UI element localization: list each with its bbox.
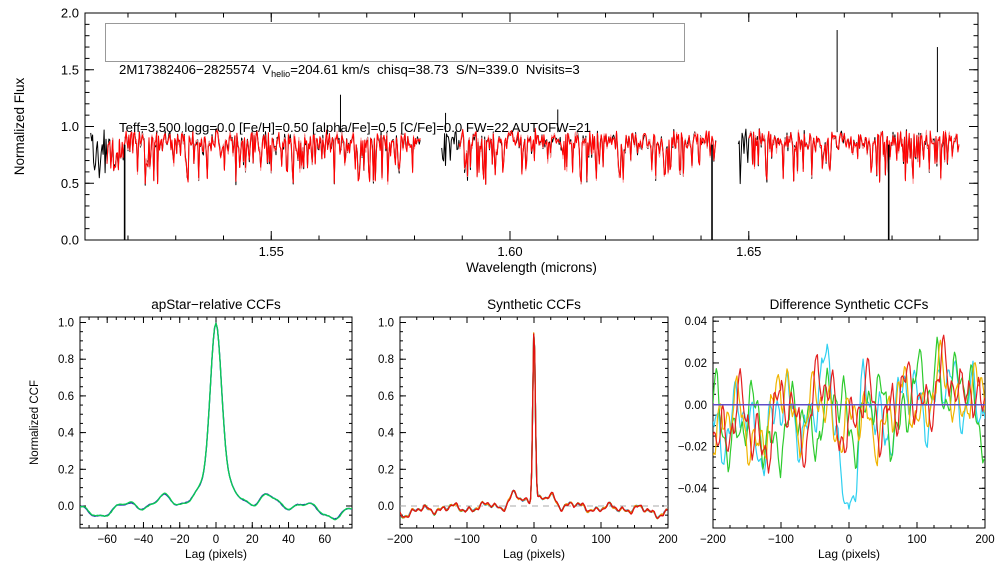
y-tick-label: 0.4: [378, 428, 395, 440]
difference-ccf-xlabel: Lag (pixels): [818, 547, 880, 561]
x-tick-label: 0: [213, 534, 219, 546]
series-ccf-green: [80, 322, 352, 521]
series-best-fit-synthetic: [748, 128, 960, 183]
apstar-ccf-ylabel: Normalized CCF: [29, 380, 41, 465]
difference-ccf-series: [713, 334, 985, 510]
y-tick-label: 0.0: [58, 501, 74, 513]
spectrum-xlabel: Wavelength (microns): [466, 260, 597, 275]
y-tick-label: 0.6: [378, 391, 394, 403]
x-tick-label: 0: [531, 534, 537, 546]
synthetic-ccf-title: Synthetic CCFs: [487, 297, 581, 312]
y-tick-label: 0.04: [685, 316, 708, 328]
y-tick-label: 0.8: [378, 354, 394, 366]
y-tick-label: 1.0: [61, 119, 79, 134]
y-tick-label: 0.4: [58, 428, 75, 440]
synthetic-ccf-tick-labels: −200 −100 0 100 200 0.0 0.2 0.4 0.6 0.8 1.0: [378, 318, 678, 546]
series-visit-spectrum: [748, 129, 960, 184]
star-id-and-vhelio: 2M17382406−2825574 V: [119, 62, 272, 77]
series-diff-green: [713, 336, 985, 479]
x-tick-label: −100: [768, 534, 794, 546]
apstar-ccf-xlabel: Lag (pixels): [185, 547, 247, 561]
y-tick-label: 0.2: [58, 464, 74, 476]
y-tick-label: 1.5: [61, 62, 79, 77]
synthetic-ccf-xlabel: Lag (pixels): [503, 547, 565, 561]
synthetic-ccf-panel: −200 −100 0 100 200 0.0 0.2 0.4 0.6 0.8 1.0 Synthet…: [378, 297, 678, 561]
x-tick-label: 100: [591, 534, 610, 546]
spectrum-tick-labels: 1.55 1.60 1.65 0.0 0.5 1.0 1.5 2.0: [61, 6, 762, 259]
spectrum-series: [90, 30, 960, 240]
series-ccf-cyan: [80, 322, 352, 521]
x-tick-label: 1.60: [497, 244, 522, 259]
spectrum-panel: 1.55 1.60 1.65 0.0 0.5 1.0 1.5 2.0 Wavelength (m…: [12, 6, 979, 275]
x-tick-label: −20: [170, 534, 190, 546]
y-tick-label: 0.5: [61, 176, 79, 191]
spectrum-info-line2: Teff=3,500 logg=0.0 [Fe/H]=0.50 [alpha/F…: [119, 120, 591, 135]
spectrum-info-box: 2M17382406−2825574 Vhelio=204.61 km/s ch…: [105, 23, 685, 135]
y-tick-label: −0.04: [678, 483, 708, 495]
difference-ccf-panel: −200 −100 0 100 200 −0.04 −0.02 0.00 0.02 0.04 Dif…: [678, 297, 995, 561]
fit-stats: =204.61 km/s chisq=38.73 S/N=339.0 Nvisi…: [290, 62, 580, 77]
x-tick-label: 200: [658, 534, 677, 546]
series-diff-red: [713, 334, 985, 474]
series-diff-cyan: [713, 343, 985, 510]
y-tick-label: 1.0: [378, 318, 394, 330]
apstar-ccf-title: apStar−relative CCFs: [151, 297, 281, 312]
y-tick-label: 0.6: [58, 391, 74, 403]
series-best-fit-synthetic: [106, 129, 421, 185]
difference-ccf-title: Difference Synthetic CCFs: [770, 297, 929, 312]
synthetic-ccf-series: [400, 332, 668, 520]
x-tick-label: 20: [246, 534, 259, 546]
series-ccf-blue: [80, 322, 352, 520]
x-tick-label: 1.55: [259, 244, 284, 259]
y-tick-label: 1.0: [58, 318, 74, 330]
apstar-ccf-frame: [79, 316, 353, 529]
x-tick-label: 100: [907, 534, 926, 546]
y-tick-label: 2.0: [61, 6, 79, 21]
x-tick-label: 200: [975, 534, 994, 546]
x-tick-label: −40: [134, 534, 154, 546]
y-tick-label: 0.00: [685, 400, 707, 412]
difference-ccf-tick-labels: −200 −100 0 100 200 −0.04 −0.02 0.00 0.02 0.04: [678, 316, 995, 546]
y-tick-label: −0.02: [678, 442, 707, 454]
x-tick-label: −100: [454, 534, 480, 546]
x-tick-label: 60: [318, 534, 331, 546]
series-best-fit-synthetic: [458, 128, 717, 185]
series-diff-gold: [713, 339, 985, 467]
apstar-ccf-tick-labels: −60 −40 −20 0 20 40 60 0.0 0.2 0.4 0.6 0.8 1.0: [58, 318, 331, 546]
x-tick-label: −200: [700, 534, 726, 546]
x-tick-label: 40: [282, 534, 295, 546]
x-tick-label: 1.65: [736, 244, 761, 259]
spectrum-info-line1: 2M17382406−2825574 Vhelio=204.61 km/s ch…: [119, 61, 684, 83]
spectrum-ylabel: Normalized Flux: [12, 77, 27, 175]
apstar-ccf-series: [80, 322, 352, 521]
apstar-ccf-axes: [79, 317, 353, 528]
x-tick-label: −200: [387, 534, 413, 546]
series-ccf-red: [400, 333, 668, 519]
apstar-ccf-panel: −60 −40 −20 0 20 40 60 0.0 0.2 0.4 0.6 0.8 1.0 apStar…: [29, 297, 353, 561]
vhelio-subscript: helio: [271, 69, 291, 79]
x-tick-label: −60: [97, 534, 117, 546]
y-tick-label: 0.2: [378, 464, 394, 476]
y-tick-label: 0.8: [58, 354, 74, 366]
y-tick-label: 0.0: [61, 233, 79, 248]
y-tick-label: 0.02: [685, 358, 707, 370]
spectrum-axes: [85, 12, 978, 241]
x-tick-label: 0: [846, 534, 852, 546]
y-tick-label: 0.0: [378, 501, 394, 513]
